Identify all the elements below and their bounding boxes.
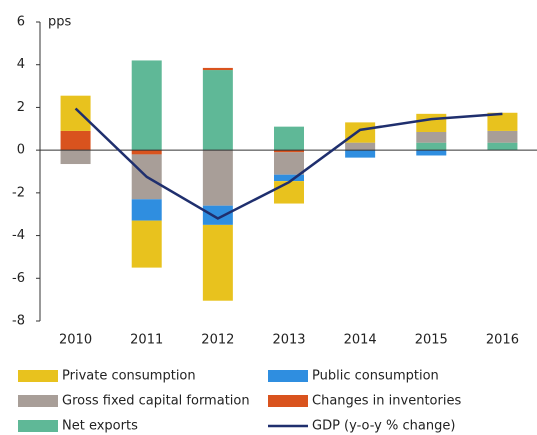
legend-swatch <box>268 395 308 407</box>
legend-label: Gross fixed capital formation <box>62 394 250 409</box>
x-tick-label: 2015 <box>415 333 448 348</box>
line <box>74 107 503 220</box>
bar-segment <box>131 60 162 151</box>
bar-segment <box>416 142 447 151</box>
x-tick-label: 2012 <box>201 333 234 348</box>
y-tick-label: -6 <box>12 271 25 286</box>
bar-segment <box>345 142 376 151</box>
bar-segment <box>487 130 518 143</box>
y-tick-label: 2 <box>17 100 25 115</box>
bar-segment <box>416 150 447 156</box>
y-tick-label: 6 <box>17 15 25 30</box>
legend-label: Public consumption <box>312 369 439 384</box>
bar-segment <box>60 150 91 165</box>
y-tick-label: -8 <box>12 314 25 329</box>
legend-swatch <box>18 370 58 382</box>
y-tick-label: 4 <box>17 57 25 72</box>
bar-segment <box>60 130 91 151</box>
x-tick-label: 2014 <box>344 333 377 348</box>
legend-label: Changes in inventories <box>312 394 461 409</box>
bar-segment <box>202 150 233 206</box>
legend-label: Net exports <box>62 419 138 434</box>
bar-segment <box>60 95 91 131</box>
x-tick-label: 2011 <box>130 333 163 348</box>
y-tick-label: 0 <box>17 143 25 158</box>
y-tick-label: -2 <box>12 185 25 200</box>
bar-segment <box>416 131 447 143</box>
bar-segment <box>202 70 233 151</box>
bar-segment <box>131 220 162 268</box>
x-tick-label: 2010 <box>59 333 92 348</box>
bar-segment <box>345 122 376 143</box>
legend-label: Private consumption <box>62 369 196 384</box>
bar-segment <box>487 142 518 151</box>
bar-segment <box>345 150 376 158</box>
bar-segment <box>274 181 304 204</box>
legend-swatch <box>18 420 58 432</box>
bar-segment <box>202 224 233 301</box>
legend-swatch <box>18 395 58 407</box>
bar-segment <box>416 113 447 132</box>
x-tick-label: 2016 <box>486 333 519 348</box>
bar-segment <box>131 150 162 155</box>
bar-segment <box>487 112 518 131</box>
legend-swatch <box>268 370 308 382</box>
y-axis-label: pps <box>48 15 72 30</box>
bar-segment <box>131 199 162 221</box>
x-tick-label: 2013 <box>272 333 305 348</box>
bar-segment <box>274 126 304 151</box>
legend-label: GDP (y-o-y % change) <box>312 419 455 434</box>
bar-segment <box>274 174 304 182</box>
bar-segment <box>202 205 233 225</box>
y-tick-label: -4 <box>12 228 25 243</box>
bar-segment <box>274 150 304 153</box>
bar-segment <box>274 152 304 175</box>
bar-segment <box>202 67 233 71</box>
